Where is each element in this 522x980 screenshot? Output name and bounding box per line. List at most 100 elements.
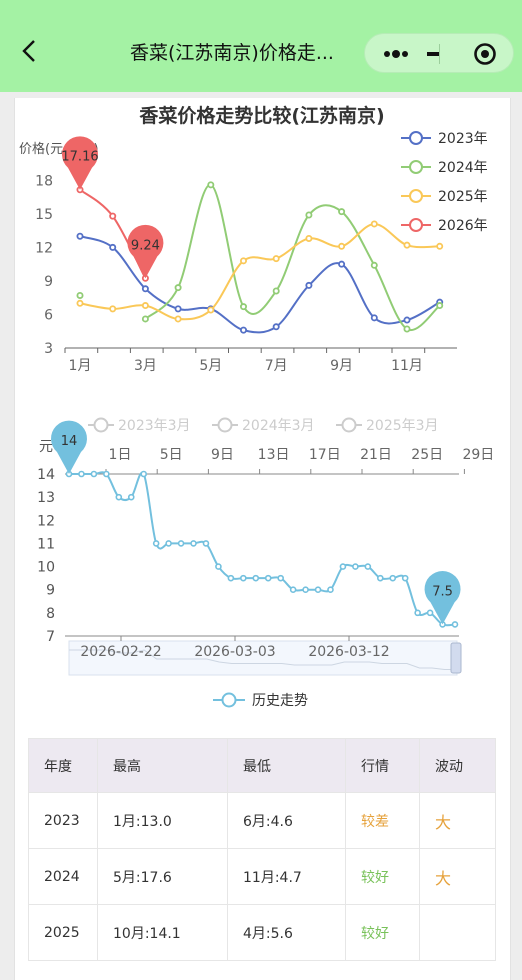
legend-label: 2024年3月 [242,418,315,434]
data-point [109,243,117,251]
data-point [370,314,378,322]
capsule-divider [439,44,440,64]
data-point [141,285,149,293]
history-line [69,471,456,627]
more-button[interactable] [375,34,420,74]
close-target-icon [474,43,496,65]
annotation-pin: 14 [51,420,87,474]
table-row: 2023 1月:13.0 6月:4.6 较差 大 [28,792,496,849]
chart-title: 香菜价格走势比较(江苏南京) [138,104,384,127]
cell-volatility [419,904,496,961]
marker-pin [424,571,461,625]
data-point [174,305,182,313]
data-zoom-slider [68,640,462,676]
data-point [305,234,313,242]
cell-trend: 较差 [345,792,420,849]
header-low: 最低 [227,738,346,793]
history-point [165,540,172,547]
cell-low: 11月:4.7 [227,848,346,905]
annotation-pin: 17.16 [61,136,99,190]
legend-item: 2026年 [401,218,488,234]
history-point [289,586,297,594]
y-tick-label: 18 [35,173,53,189]
history-point [376,574,384,582]
history-point [177,540,185,547]
data-point [403,325,411,333]
history-point [264,574,272,582]
history-legend-item: 2025年3月 [336,417,439,434]
close-button[interactable] [465,34,510,74]
y-tick-label: 11 [37,536,55,552]
back-arrow-icon[interactable] [18,36,42,66]
data-point [403,316,411,324]
zoom-handle[interactable] [450,642,462,674]
header-high: 最高 [97,738,228,793]
data-point [338,208,346,216]
y-tick-label: 12 [37,513,55,529]
legend-marker [409,189,423,203]
data-point [370,220,378,228]
cell-high: 10月:14.1 [97,904,228,961]
top-axis-label: 9日 [211,447,234,463]
history-point [414,609,421,617]
cell-volatility: 大 [419,848,496,905]
x-tick-label: 5月 [199,358,222,374]
cell-low: 4月:5.6 [227,904,346,961]
x-tick-label: 2026-03-03 [194,644,275,660]
history-point [327,586,334,594]
legend-item: 2024年 [401,160,488,176]
data-point [338,260,346,268]
history-point [252,574,260,582]
data-point [436,242,444,250]
history-point [215,563,222,570]
data-point [174,315,182,323]
table-row: 2024 5月:17.6 11月:4.7 较好 大 [28,848,496,905]
x-tick-label: 11月 [391,358,423,374]
title-bar: 香菜(江苏南京)价格走... [0,0,522,92]
cell-year: 2024 [28,848,98,905]
y-tick-label: 9 [44,274,53,290]
annotation-pin: 9.24 [127,224,164,279]
marker-pin [51,420,87,474]
x-tick-label: 2026-02-22 [80,644,161,660]
cell-low: 6月:4.6 [227,792,346,849]
y-tick-label: 8 [46,606,55,622]
history-legend-item: 2023年3月 [88,417,191,434]
legend-marker [221,692,237,708]
cell-trend: 较好 [345,904,420,961]
history-point [352,563,359,570]
data-point [239,257,247,265]
data-point [272,255,280,263]
history-point [152,540,160,547]
legend-marker [409,160,423,174]
history-point [364,563,372,570]
header-trend: 行情 [345,738,420,793]
data-point [109,212,117,220]
top-axis-label: 21日 [360,447,392,463]
history-point [240,574,247,582]
minimize-button[interactable] [417,34,445,74]
marker-pin [62,136,98,190]
history-point [202,540,210,547]
cell-year: 2025 [28,904,98,961]
y-tick-label: 12 [35,240,53,256]
zoom-preview [69,649,457,670]
cell-trend: 较好 [345,848,420,905]
legend-label: 2025年 [438,189,488,205]
cell-volatility: 大 [419,792,496,849]
marker-label: 17.16 [61,150,98,165]
history-point [227,574,235,582]
legend-marker [409,218,423,232]
data-point [272,323,280,331]
minimize-icon [427,52,445,56]
page-title: 香菜(江苏南京)价格走... [130,42,334,64]
data-point [239,326,247,334]
data-point [174,284,182,292]
legend-marker [341,417,357,433]
y-tick-label: 13 [37,490,55,506]
history-legend: 历史走势 [213,692,308,709]
history-point [277,574,284,582]
legend-item: 2025年 [401,189,488,205]
y-tick-label: 6 [44,307,53,323]
top-axis-label: 13日 [258,447,290,463]
